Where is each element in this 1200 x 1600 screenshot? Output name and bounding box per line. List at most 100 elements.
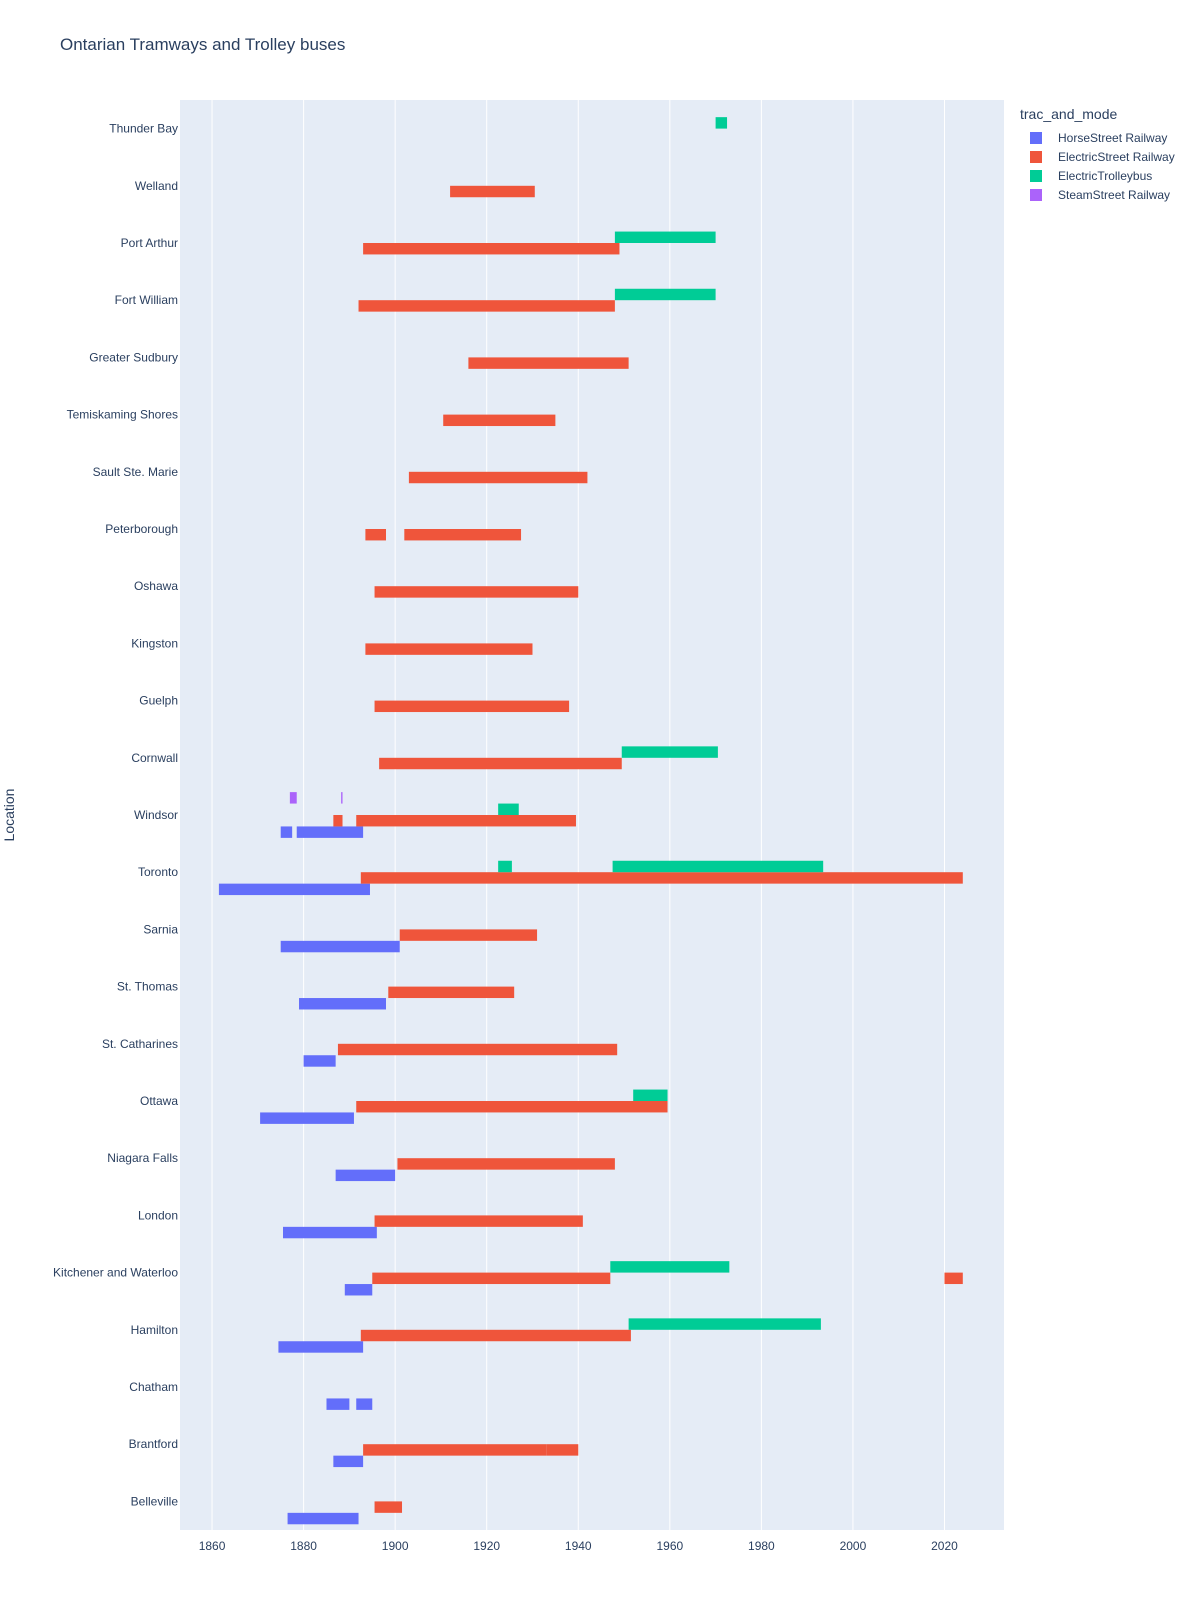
timeline-bar [374,1501,403,1513]
timeline-bar [365,643,533,655]
y-tick-label: Kitchener and Waterloo [53,1266,178,1280]
timeline-bar [612,860,824,873]
legend-item-label: ElectricStreet Railway [1058,150,1175,164]
timeline-bar [303,1055,336,1067]
y-tick-label: Fort William [115,293,178,307]
timeline-bar [287,1512,359,1525]
timeline-bar [333,1455,364,1468]
y-tick-label: Sarnia [143,922,178,936]
timeline-bar [299,998,386,1010]
x-tick-label: 1920 [473,1539,500,1553]
x-tick-labels: 1860 1880 1900 1920 1940 1960 1980 2000 2020 [199,1539,958,1553]
y-tick-label: Thunder Bay [109,122,178,136]
y-tick-labels: Thunder Bay Welland Port Arthur Fort Willia… [53,122,178,1509]
timeline-bar [365,529,386,541]
timeline-bar [358,300,615,312]
timeline-bar [333,815,343,827]
y-tick-label: St. Catharines [102,1037,178,1051]
timeline-bar [356,1398,373,1410]
timeline-bar [335,1169,396,1182]
legend-swatch [1030,170,1042,182]
timeline-bar [374,586,579,598]
timeline-bar [498,860,512,873]
x-tick-label: 2000 [840,1539,867,1553]
timeline-bar [715,117,728,129]
legend-title: trac_and_mode [1020,106,1118,122]
legend-swatch [1030,189,1042,201]
legend-item-label: ElectricTrolleybus [1058,169,1152,183]
timeline-bar [360,872,963,884]
timeline-bar [621,746,718,758]
timeline-bar [363,1444,547,1456]
timeline-bar [341,792,343,804]
timeline-bar [356,1101,668,1113]
timeline-bar [443,414,556,427]
timeline-bar [296,826,364,838]
timeline-bar [260,1112,354,1124]
x-tick-label: 1980 [748,1539,775,1553]
y-tick-label: Brantford [129,1437,178,1451]
y-tick-label: Windsor [134,808,178,822]
timeline-bar [468,357,629,369]
timeline-bar [218,883,370,896]
y-tick-label: Cornwall [131,751,178,765]
y-tick-label: Peterborough [105,522,178,536]
x-tick-label: 1960 [656,1539,683,1553]
y-tick-label: Ottawa [140,1094,178,1108]
y-tick-label: Welland [135,179,178,193]
bars [218,117,963,1525]
timeline-bar [356,815,576,827]
timeline-bar [388,986,515,999]
timeline-bar [337,1043,618,1056]
x-tick-label: 1880 [290,1539,317,1553]
legend-item-label: SteamStreet Railway [1058,188,1170,202]
timeline-bar [450,185,535,198]
y-tick-label: Chatham [129,1380,178,1394]
y-tick-label: Hamilton [131,1323,178,1337]
y-tick-label: Port Arthur [121,236,178,250]
chart-title: Ontarian Tramways and Trolley buses [60,35,345,54]
timeline-bar [498,803,519,815]
y-tick-label: London [138,1208,178,1222]
timeline-bar [280,826,293,838]
y-axis-title: Location [1,789,17,842]
x-tick-label: 1940 [565,1539,592,1553]
legend-swatch [1030,151,1042,163]
timeline-bar [379,757,622,770]
timeline-bar [374,1215,583,1227]
y-tick-label: Oshawa [134,579,178,593]
timeline-bar [289,792,297,804]
timeline-bar [283,1226,377,1239]
timeline-bar [374,700,570,713]
y-tick-label: Kingston [131,636,178,650]
timeline-bar [614,231,716,243]
legend-item-label: HorseStreet Railway [1058,131,1167,145]
timeline-bar [633,1089,668,1101]
timeline-bar [628,1318,821,1330]
timeline-bar [278,1341,364,1353]
timeline-bar [397,1158,615,1170]
timeline-bar [280,940,400,953]
timeline-bar [944,1272,963,1285]
timeline-bar [326,1398,350,1410]
timeline-bar [610,1261,730,1273]
y-tick-label: Niagara Falls [107,1151,178,1165]
legend-swatch [1030,132,1042,144]
x-tick-label: 1900 [382,1539,409,1553]
y-tick-label: Guelph [139,694,178,708]
y-tick-label: St. Thomas [117,980,178,994]
y-tick-label: Belleville [131,1494,179,1508]
legend: trac_and_mode HorseStreet Railway Electri… [1020,106,1175,202]
x-tick-label: 2020 [931,1539,958,1553]
y-tick-label: Greater Sudbury [89,350,178,364]
y-tick-label: Sault Ste. Marie [93,465,179,479]
timeline-bar [360,1329,631,1342]
timeline-bar [408,471,588,484]
timeline-bar [344,1284,373,1296]
plot-area [180,100,1004,1530]
y-tick-label: Toronto [138,865,178,879]
timeline-bar [404,529,522,541]
timeline-bar [399,929,538,941]
y-tick-label: Temiskaming Shores [67,408,178,422]
